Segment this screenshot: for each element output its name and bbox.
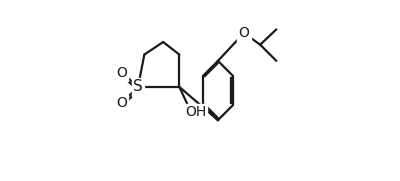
Text: O: O: [116, 96, 127, 110]
Text: OH: OH: [185, 105, 206, 119]
Text: S: S: [133, 79, 143, 94]
Text: O: O: [116, 66, 127, 79]
Text: O: O: [238, 26, 250, 40]
